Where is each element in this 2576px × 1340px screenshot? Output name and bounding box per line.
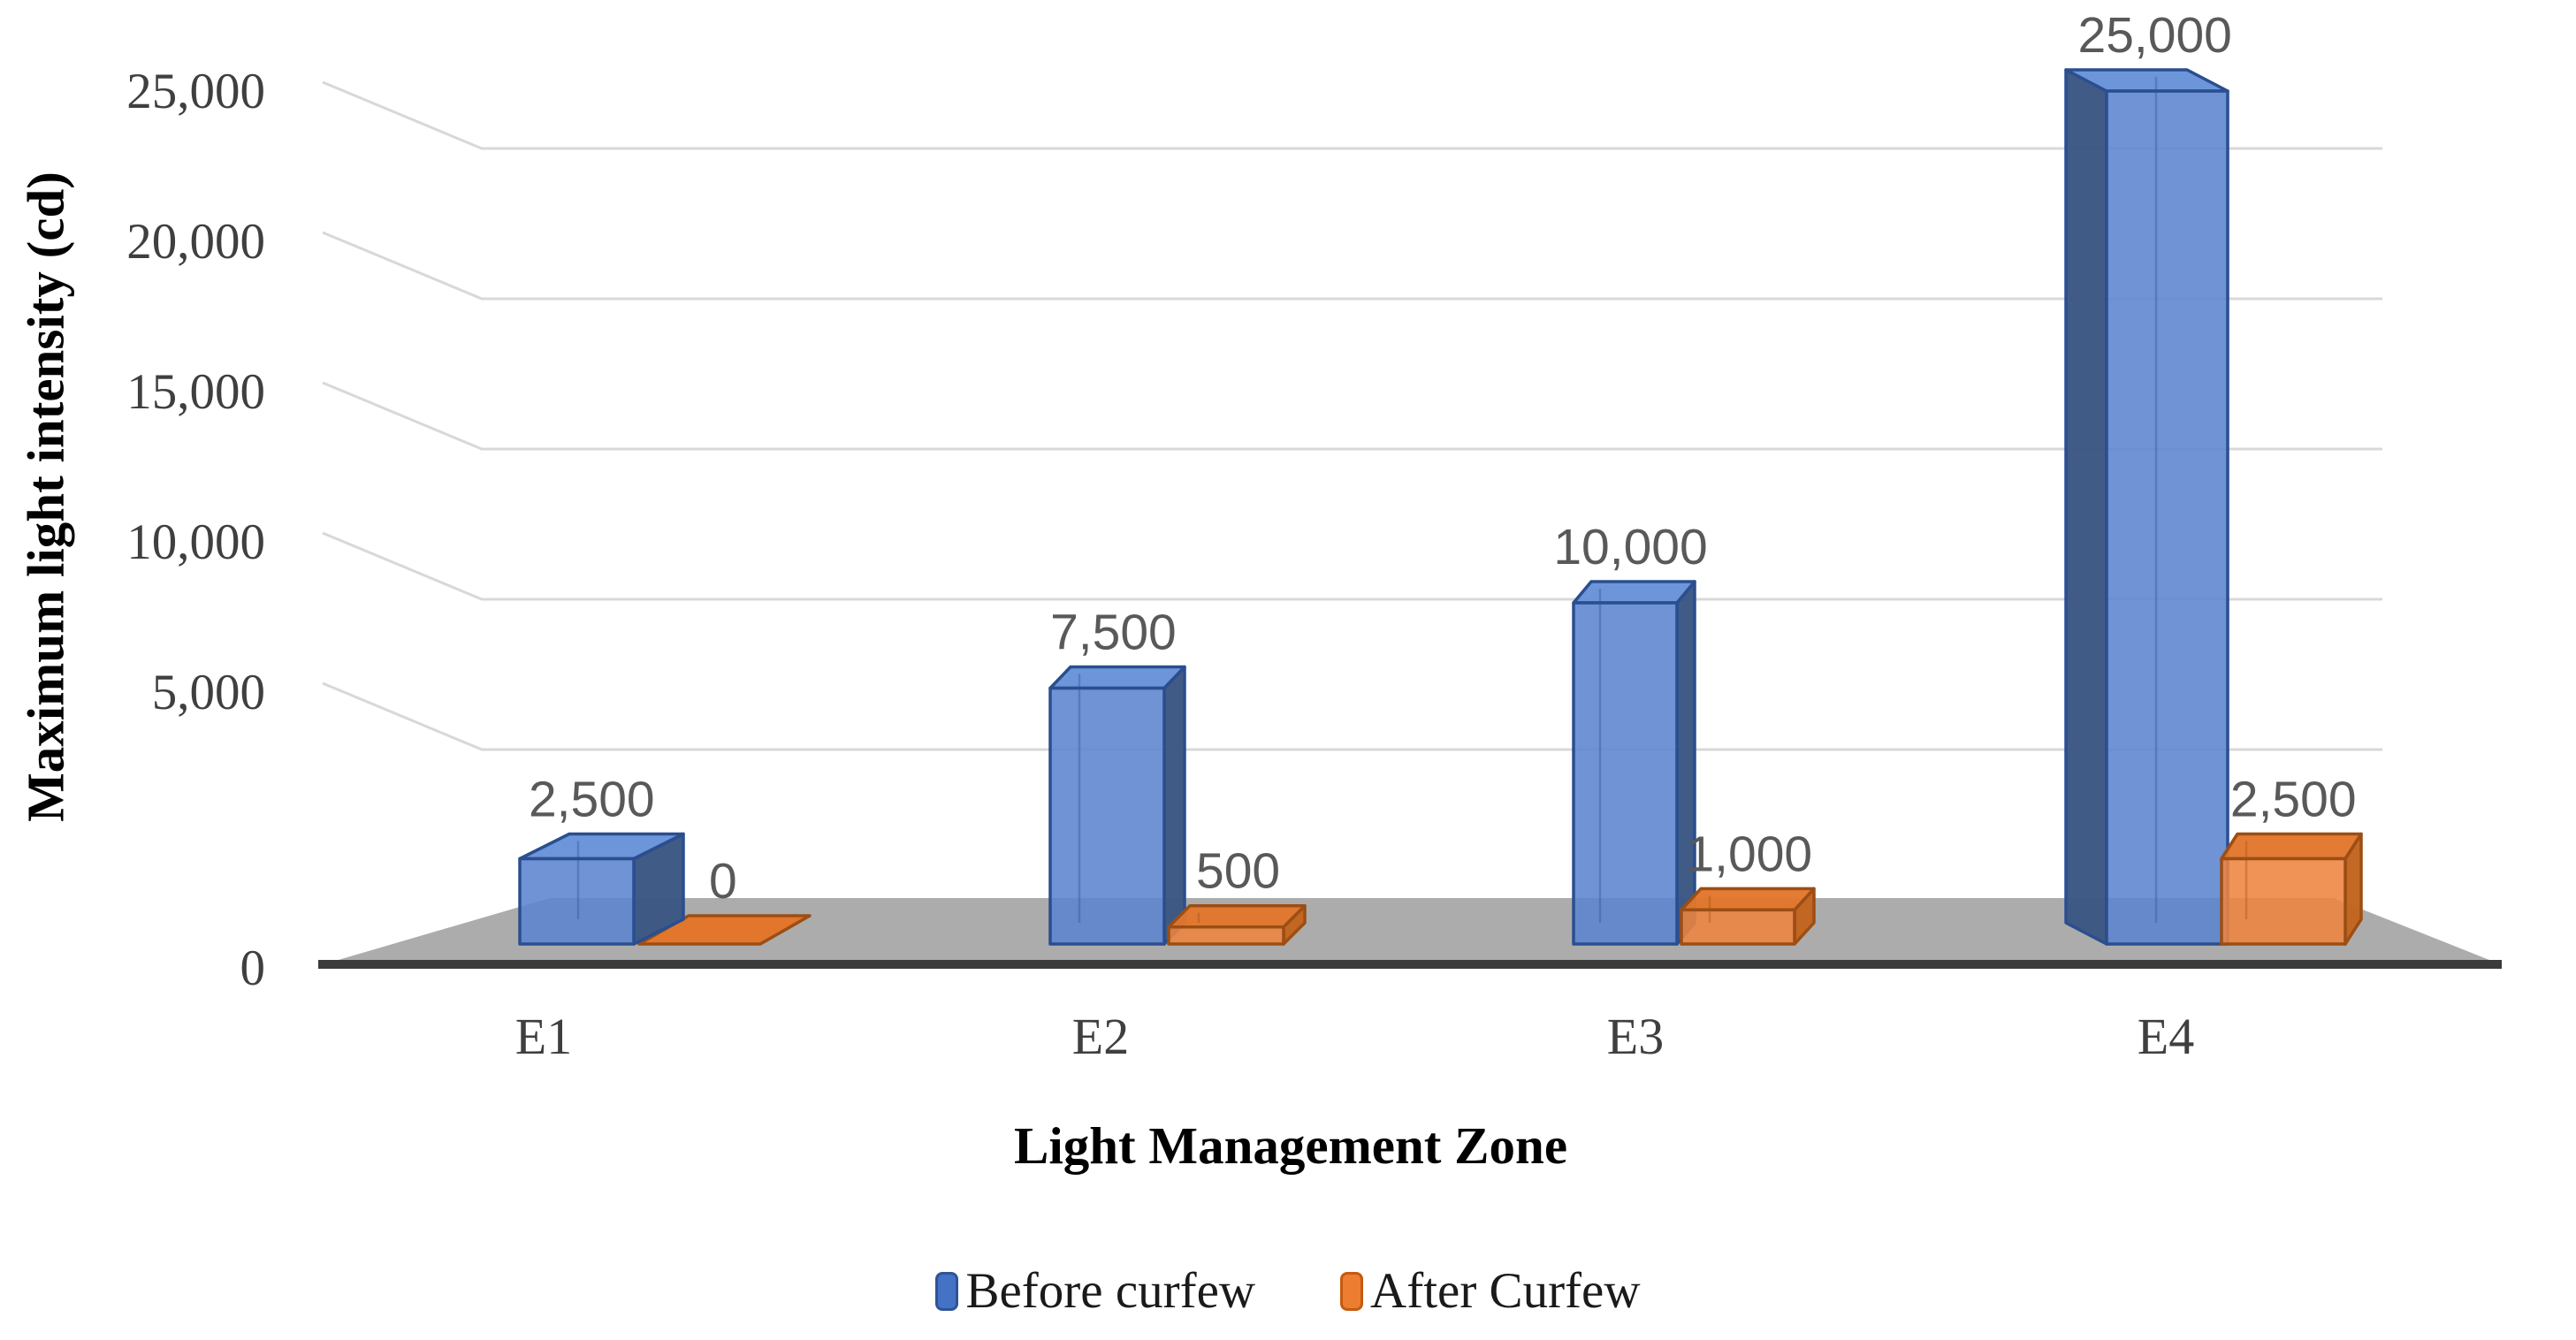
data-label-after-E1: 0: [709, 853, 737, 910]
bar-after-curfew-E3-top-face: [1680, 887, 1816, 912]
y-tick-label: 15,000: [126, 364, 265, 420]
bar-after-curfew-E4-front-face: [2220, 857, 2347, 946]
bar-before-curfew-E4-front-face: [2105, 89, 2229, 946]
gridline: [322, 381, 2382, 451]
y-axis-title: Maximum light intensity (cd): [16, 171, 75, 822]
y-tick-label: 0: [240, 940, 266, 996]
data-label-after-E3: 1,000: [1686, 826, 1812, 882]
data-label-after-E4: 2,500: [2230, 772, 2357, 828]
bar-after-curfew-E3-front-face: [1680, 908, 1796, 946]
y-tick-label: 20,000: [126, 214, 265, 270]
data-label-before-E2: 7,500: [1050, 605, 1177, 661]
data-label-before-E1: 2,500: [529, 772, 655, 828]
data-label-after-E2: 500: [1196, 843, 1280, 900]
legend-label-before-curfew: Before curfew: [965, 1263, 1256, 1319]
gridline: [322, 80, 2382, 150]
bar-after-curfew-E4-top-face: [2220, 832, 2363, 861]
data-label-before-E4: 25,000: [2078, 7, 2232, 64]
legend: Before curfew After Curfew: [0, 1262, 2576, 1320]
chart-floor: [320, 898, 2498, 965]
legend-item-after-curfew: After Curfew: [1340, 1262, 1641, 1320]
data-label-before-E3: 10,000: [1553, 519, 1707, 575]
legend-item-before-curfew: Before curfew: [935, 1262, 1255, 1320]
x-tick-label-E2: E2: [1072, 1008, 1129, 1065]
y-tick-label: 25,000: [126, 64, 265, 119]
legend-swatch-before-curfew-icon: [935, 1271, 959, 1311]
bar-before-curfew-E1-front-face: [518, 857, 636, 946]
y-tick-label: 10,000: [126, 514, 265, 570]
bar-before-curfew-E3-front-face: [1572, 601, 1679, 946]
y-tick-label: 5,000: [152, 665, 265, 720]
bar-before-curfew-E4-side-face: [2064, 68, 2108, 946]
bar-before-curfew-E2-front-face: [1048, 686, 1166, 946]
bar-after-curfew-E2-front-face: [1167, 925, 1285, 946]
x-tick-label-E1: E1: [515, 1008, 572, 1065]
x-tick-label-E4: E4: [2138, 1008, 2194, 1065]
gridline: [322, 231, 2382, 301]
bar-before-curfew-E2-side-face: [1162, 665, 1186, 946]
x-tick-label-E3: E3: [1607, 1008, 1664, 1065]
gridline: [322, 681, 2382, 751]
bar-before-curfew-E3-top-face: [1572, 580, 1696, 605]
gridline: [322, 531, 2382, 601]
bar-after-curfew-E2-top-face: [1167, 903, 1307, 929]
bar-before-curfew-E3-side-face: [1675, 580, 1696, 946]
bar-before-curfew-E2-top-face: [1048, 665, 1186, 690]
x-axis-title: Light Management Zone: [1013, 1116, 1568, 1175]
legend-swatch-after-curfew-icon: [1340, 1271, 1364, 1311]
legend-label-after-curfew: After Curfew: [1370, 1263, 1641, 1319]
